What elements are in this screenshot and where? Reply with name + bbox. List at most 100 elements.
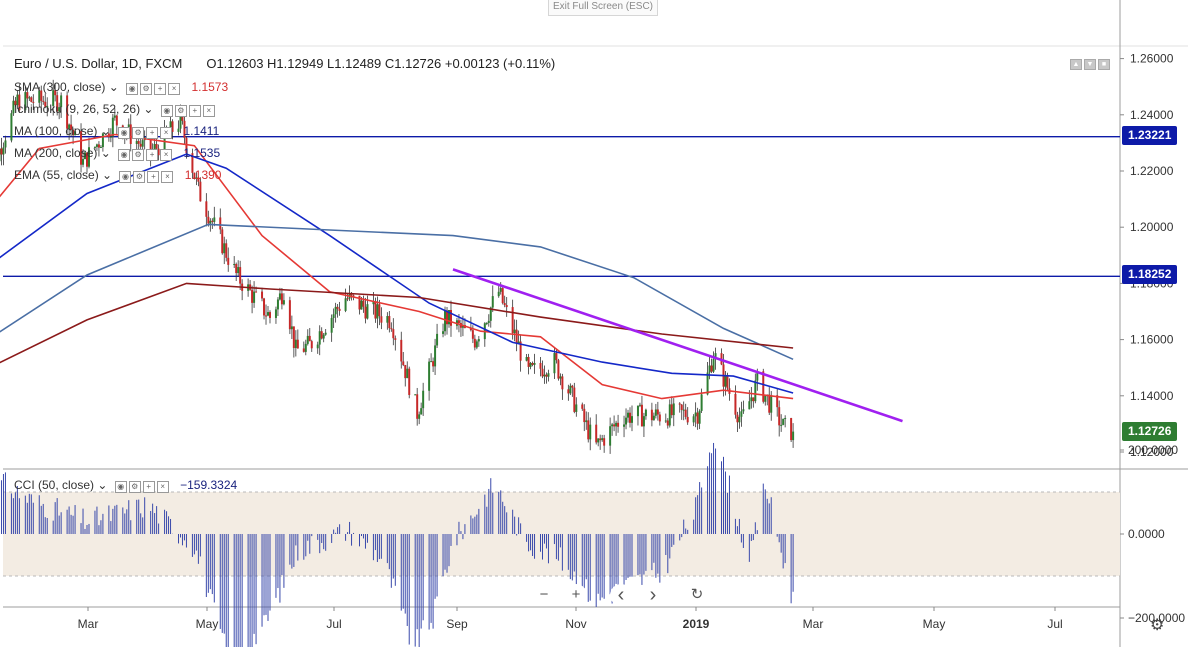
indicator-label: MA (200, close): [14, 146, 98, 160]
zoom-out-button[interactable]: −: [533, 584, 555, 606]
add-icon[interactable]: +: [147, 171, 160, 184]
cci-band-fill: [3, 492, 1120, 576]
candle-body: [692, 416, 695, 423]
candle-body: [770, 395, 773, 413]
collapse-down-icon[interactable]: ▼: [1084, 59, 1096, 70]
horizontal-lines: [3, 135, 1120, 278]
close-icon[interactable]: ×: [160, 127, 173, 140]
candle-body: [52, 90, 55, 106]
candle-body: [513, 329, 516, 334]
eye-icon[interactable]: ◉: [126, 83, 139, 96]
maximize-icon[interactable]: ■: [1098, 59, 1110, 70]
candle-body: [491, 296, 494, 308]
candle-body: [666, 420, 669, 426]
candle-body: [710, 365, 713, 372]
candle-body: [276, 299, 279, 310]
candle-body: [225, 243, 228, 258]
add-icon[interactable]: +: [146, 149, 159, 162]
candle-body: [457, 320, 460, 324]
eye-icon[interactable]: ◉: [118, 149, 131, 162]
candle-body: [736, 414, 739, 423]
candle-body: [487, 320, 490, 323]
candle-body: [304, 343, 307, 352]
candle-body: [290, 326, 293, 330]
collapse-up-icon[interactable]: ▲: [1070, 59, 1082, 70]
close-icon[interactable]: ×: [160, 149, 173, 162]
indicator-ma100[interactable]: MA (100, close) ⌄ ◉ ⚙ + × 1.1411: [14, 124, 220, 140]
scroll-right-button[interactable]: ›: [642, 584, 664, 606]
candle-body: [268, 312, 271, 318]
indicator-cci[interactable]: CCI (50, close) ⌄ ◉ ⚙ + × −159.3324: [14, 478, 238, 494]
time-tick-label: 2019: [683, 617, 710, 631]
candle-body: [623, 424, 626, 427]
indicator-ema55[interactable]: EMA (55, close) ⌄ ◉ ⚙ + × 1.1390: [14, 168, 222, 184]
settings-icon[interactable]: ⚙: [140, 83, 153, 96]
candle-body: [58, 107, 61, 112]
candle-body: [324, 332, 327, 335]
candle-body: [525, 357, 528, 361]
add-icon[interactable]: +: [142, 481, 155, 494]
eye-icon[interactable]: ◉: [119, 171, 132, 184]
indicator-value: 1.1535: [183, 146, 221, 160]
close-icon[interactable]: ×: [168, 83, 181, 96]
candle-body: [223, 243, 226, 254]
candle-body: [372, 301, 375, 305]
add-icon[interactable]: +: [188, 105, 201, 118]
settings-icon[interactable]: ⚙: [133, 171, 146, 184]
candle-body: [696, 412, 699, 424]
candle-body: [302, 348, 305, 352]
gear-icon[interactable]: ⚙: [1150, 617, 1165, 634]
zoom-in-button[interactable]: +: [565, 584, 587, 606]
indicator-ichimoku[interactable]: Ichimoku (9, 26, 52, 26) ⌄ ◉ ⚙ + ×: [14, 102, 217, 118]
moving-average-line: [0, 153, 794, 394]
candle-body: [557, 360, 560, 379]
settings-icon[interactable]: ⚙: [174, 105, 187, 118]
candle-body: [406, 368, 409, 379]
candle-body: [539, 362, 542, 369]
settings-icon[interactable]: ⚙: [132, 127, 145, 140]
price-tick-label: 1.16000: [1130, 333, 1174, 347]
candle-body: [477, 339, 480, 342]
cci-tick-label: 0.0000: [1128, 527, 1165, 541]
candle-body: [306, 335, 309, 344]
candle-body: [700, 394, 703, 411]
candle-body: [569, 385, 572, 394]
candle-body: [678, 403, 681, 405]
candle-body: [473, 338, 476, 348]
candle-body: [84, 152, 87, 159]
trendline: [452, 268, 903, 423]
candle-body: [66, 95, 69, 129]
candle-body: [638, 404, 641, 406]
candle-body: [42, 100, 45, 102]
ohlc-readout: O1.12603 H1.12949 L1.12489 C1.12726 +0.0…: [206, 56, 556, 71]
settings-icon[interactable]: ⚙: [132, 149, 145, 162]
reset-chart-button[interactable]: ↻: [686, 584, 708, 606]
candle-body: [422, 390, 425, 409]
candle-body: [664, 420, 667, 422]
candle-body: [597, 438, 600, 443]
close-icon[interactable]: ×: [161, 171, 174, 184]
eye-icon[interactable]: ◉: [160, 105, 173, 118]
candle-body: [392, 329, 395, 339]
close-icon[interactable]: ×: [202, 105, 215, 118]
close-icon[interactable]: ×: [156, 481, 169, 494]
candle-body: [185, 137, 188, 154]
candle-body: [97, 144, 100, 148]
add-icon[interactable]: +: [154, 83, 167, 96]
add-icon[interactable]: +: [146, 127, 159, 140]
indicator-sma300[interactable]: SMA (300, close) ⌄ ◉ ⚙ + × 1.1573: [14, 80, 229, 96]
indicator-ma200[interactable]: MA (200, close) ⌄ ◉ ⚙ + × 1.1535: [14, 146, 221, 162]
candle-body: [280, 293, 283, 305]
eye-icon[interactable]: ◉: [114, 481, 127, 494]
exit-fullscreen-button[interactable]: Exit Full Screen (ESC): [548, 0, 658, 16]
candle-body: [80, 131, 83, 165]
settings-icon[interactable]: ⚙: [128, 481, 141, 494]
scroll-left-button[interactable]: ‹: [610, 584, 632, 606]
indicator-value: 1.1390: [184, 168, 222, 182]
candle-body: [93, 146, 96, 148]
candle-body: [531, 363, 534, 365]
candle-body: [26, 92, 29, 99]
candle-body: [543, 374, 546, 377]
eye-icon[interactable]: ◉: [118, 127, 131, 140]
